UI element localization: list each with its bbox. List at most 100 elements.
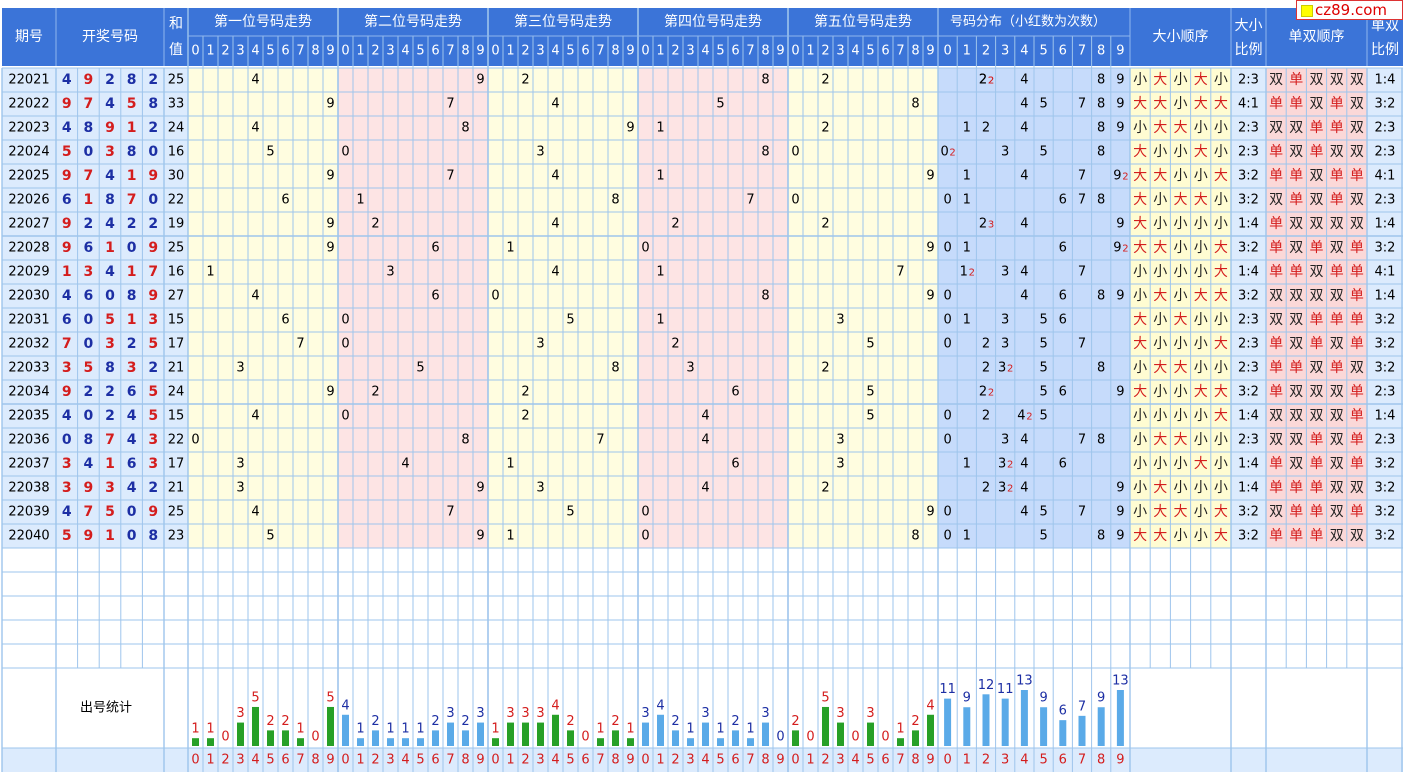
stats-bar [462, 730, 469, 746]
row-position-digit: 3 [836, 457, 844, 472]
row-position-digit: 9 [326, 241, 334, 256]
row-issue: 22038 [8, 481, 49, 496]
row-dist-digit: 0 [943, 193, 951, 208]
row-parity-mark: 单 [1289, 360, 1303, 376]
stats-bar [687, 738, 694, 746]
stats-bar [747, 738, 754, 746]
header-digit: 5 [716, 44, 724, 59]
row-dist-digit: 9 [1116, 385, 1124, 400]
row-size-mark: 大 [1153, 96, 1167, 112]
header-digit: 3 [536, 44, 544, 59]
row-dist-digit: 0 [943, 289, 951, 304]
footer-dist-digit: 2 [982, 753, 990, 768]
row-parity-mark: 双 [1310, 192, 1324, 208]
stats-bar [342, 714, 349, 746]
row-draw-digit: 8 [127, 144, 137, 160]
stats-bar-value: 3 [236, 706, 244, 721]
header-digit: 0 [491, 44, 499, 59]
header-digit: 7 [596, 44, 604, 59]
row-parity-ratio: 2:3 [1375, 121, 1396, 136]
row-draw-digit: 4 [62, 72, 72, 88]
watermark-badge[interactable]: cz89.com [1296, 0, 1403, 20]
row-parity-mark: 单 [1269, 240, 1283, 256]
row-dist-digit: 6 [1059, 193, 1067, 208]
row-dist-digit: 8 [1097, 97, 1105, 112]
row-size-mark: 小 [1174, 72, 1188, 88]
header-digit: 0 [791, 44, 799, 59]
footer-digit: 0 [341, 753, 349, 768]
row-position-digit: 7 [896, 265, 904, 280]
row-dist-digit: 2 [982, 337, 990, 352]
row-issue: 22026 [8, 193, 49, 208]
footer-digit: 6 [731, 753, 739, 768]
row-draw-digit: 4 [105, 168, 115, 184]
row-sum: 15 [168, 313, 185, 328]
stats-bar [357, 738, 364, 746]
header-digit: 8 [461, 44, 469, 59]
row-parity-mark: 单 [1350, 504, 1364, 520]
row-parity-mark: 双 [1269, 288, 1283, 304]
row-size-mark: 小 [1194, 504, 1208, 520]
row-dist-digit: 3 [1001, 145, 1009, 160]
row-size-mark: 小 [1133, 120, 1147, 136]
row-position-digit: 3 [536, 337, 544, 352]
row-draw-digit: 5 [127, 96, 137, 112]
row-parity-mark: 单 [1289, 168, 1303, 184]
row-draw-digit: 6 [127, 456, 137, 472]
row-dist-digit: 3 [998, 481, 1006, 496]
row-parity-mark: 双 [1269, 312, 1283, 328]
row-size-ratio: 1:4 [1238, 481, 1259, 496]
row-size-mark: 小 [1214, 432, 1228, 448]
row-parity-mark: 双 [1330, 432, 1344, 448]
stats-bar-value: 1 [896, 722, 904, 737]
row-dist-digit: 5 [1039, 313, 1047, 328]
header-size-sequence: 大小顺序 [1153, 29, 1209, 45]
row-dist-digit: 2 [979, 73, 987, 88]
row-size-mark: 大 [1194, 192, 1208, 208]
row-size-ratio: 2:3 [1238, 433, 1259, 448]
row-position-digit: 3 [236, 457, 244, 472]
row-issue: 22029 [8, 265, 49, 280]
stats-bar-value: 2 [431, 714, 439, 729]
row-size-mark: 小 [1133, 408, 1147, 424]
row-draw-digit: 8 [105, 192, 115, 208]
row-position-digit: 8 [461, 433, 469, 448]
row-position-digit: 5 [866, 385, 874, 400]
row-dist-digit: 5 [1039, 145, 1047, 160]
stats-bar-value: 2 [911, 714, 919, 729]
row-parity-mark: 单 [1310, 432, 1324, 448]
row-draw-digit: 9 [62, 96, 72, 112]
stats-bar [702, 722, 709, 746]
footer-digit: 7 [896, 753, 904, 768]
footer-digit: 5 [566, 753, 574, 768]
row-position-digit: 1 [656, 313, 664, 328]
row-parity-mark: 双 [1330, 144, 1344, 160]
footer-dist-digit: 5 [1039, 753, 1047, 768]
row-issue: 22024 [8, 145, 49, 160]
row-size-mark: 大 [1214, 504, 1228, 520]
row-draw-digit: 5 [148, 336, 158, 352]
row-dist-digit: 2 [979, 73, 987, 88]
row-dist-count: 3 [988, 220, 994, 231]
row-dist-digit: 9 [1116, 217, 1124, 232]
row-draw-digit: 0 [84, 408, 94, 424]
row-size-ratio: 3:2 [1238, 169, 1259, 184]
row-dist-digit: 4 [1020, 505, 1028, 520]
row-size-mark: 大 [1214, 96, 1228, 112]
row-dist-digit: 6 [1059, 457, 1067, 472]
row-issue: 22034 [8, 385, 49, 400]
stats-bar-value: 1 [596, 722, 604, 737]
row-dist-digit: 0 [943, 337, 951, 352]
stats-bar-value: 1 [296, 722, 304, 737]
row-dist-count: 2 [969, 268, 975, 279]
row-dist-digit: 0 [943, 505, 951, 520]
row-size-mark: 小 [1214, 192, 1228, 208]
row-draw-digit: 1 [105, 528, 115, 544]
row-size-ratio: 1:4 [1238, 265, 1259, 280]
row-position-digit: 4 [701, 409, 709, 424]
row-position-digit: 2 [821, 481, 829, 496]
stats-bar-value: 1 [626, 722, 634, 737]
row-parity-mark: 单 [1310, 144, 1324, 160]
row-size-mark: 小 [1153, 384, 1167, 400]
stats-bar [402, 738, 409, 746]
